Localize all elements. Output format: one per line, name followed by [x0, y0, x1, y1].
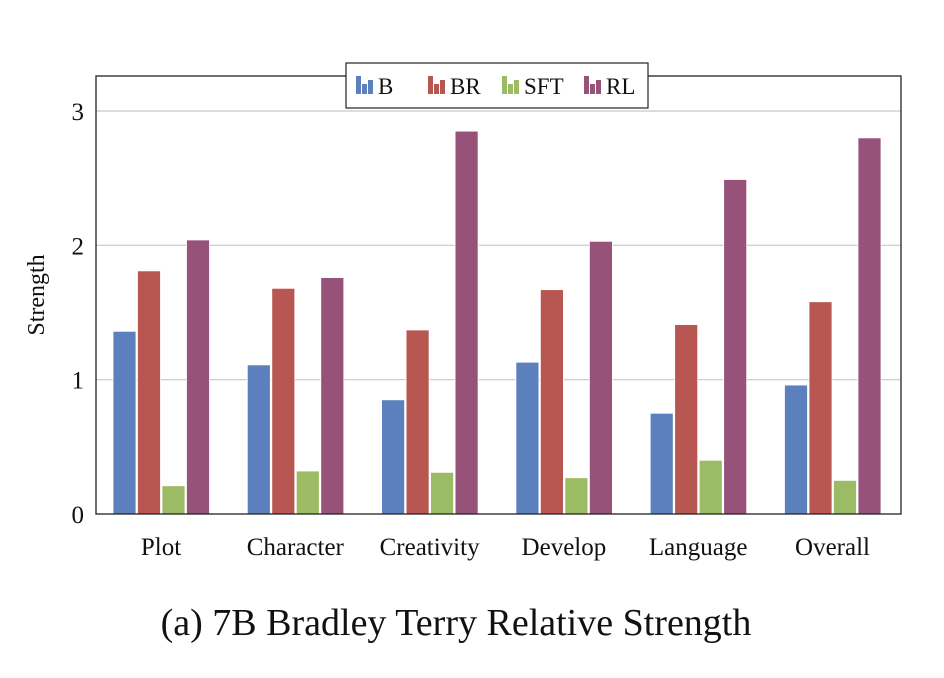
- plot-frame: [95, 75, 902, 515]
- y-axis-label: Strength: [24, 254, 50, 335]
- legend-label: RL: [606, 74, 635, 99]
- legend-swatch: [434, 84, 439, 94]
- y-tick-label: 1: [72, 368, 85, 395]
- x-tick-label: Character: [247, 534, 345, 561]
- legend-item-b: B: [356, 74, 393, 99]
- legend-label: SFT: [524, 74, 564, 99]
- bar-sft-creativity: [430, 471, 455, 515]
- bar-b-plot: [112, 330, 137, 515]
- legend-swatch: [596, 80, 601, 94]
- bar-rl-plot: [186, 239, 210, 515]
- bar-b-language: [649, 412, 674, 515]
- chart-caption: (a) 7B Bradley Terry Relative Strength: [161, 602, 752, 644]
- bar-b-character: [246, 364, 271, 515]
- x-tick-labels: Plot Character Creativity Develop Language Ov…: [141, 534, 870, 561]
- legend-label: B: [378, 74, 393, 99]
- bar-sft-language: [698, 459, 723, 515]
- legend-swatch: [514, 80, 519, 94]
- legend-label: BR: [450, 74, 481, 99]
- bar-br-language: [674, 324, 699, 515]
- legend-swatch: [356, 76, 361, 94]
- bar-rl-overall: [857, 137, 882, 515]
- bar-sft-plot: [161, 485, 186, 515]
- legend-items: B BR SFT RL: [356, 74, 635, 99]
- bar-br-overall: [808, 301, 833, 515]
- bar-br-plot: [137, 270, 161, 515]
- legend-item-rl: RL: [584, 74, 635, 99]
- bar-rl-develop: [589, 240, 613, 515]
- legend-swatch: [428, 76, 433, 94]
- legend-swatch: [590, 84, 595, 94]
- y-tick-labels: 0 1 2 3: [72, 99, 85, 529]
- bar-sft-character: [295, 470, 320, 515]
- legend: B BR SFT RL: [345, 62, 649, 109]
- legend-item-br: BR: [428, 74, 481, 99]
- legend-swatch: [440, 80, 445, 94]
- legend-swatch: [508, 84, 513, 94]
- legend-swatch: [368, 80, 373, 94]
- x-tick-label: Plot: [141, 534, 181, 561]
- bar-b-develop: [515, 361, 540, 515]
- legend-swatch: [362, 84, 367, 94]
- bar-sft-overall: [833, 480, 857, 515]
- y-tick-label: 0: [72, 502, 85, 529]
- bar-br-creativity: [405, 329, 430, 515]
- bar-br-develop: [540, 289, 564, 515]
- bar-sft-develop: [564, 477, 589, 515]
- x-tick-label: Develop: [522, 534, 607, 561]
- y-tick-label: 2: [72, 233, 85, 260]
- bar-rl-language: [723, 179, 748, 515]
- bars: [112, 130, 882, 515]
- bar-br-character: [271, 287, 296, 515]
- bar-b-overall: [784, 384, 808, 515]
- legend-swatch: [502, 76, 507, 94]
- bar-rl-creativity: [454, 130, 479, 515]
- bar-b-creativity: [381, 399, 406, 515]
- gridlines: [96, 110, 901, 381]
- x-tick-label: Overall: [795, 534, 870, 561]
- legend-item-sft: SFT: [502, 74, 564, 99]
- bar-rl-character: [320, 277, 345, 515]
- x-tick-label: Creativity: [380, 534, 480, 561]
- legend-swatch: [584, 76, 589, 94]
- x-tick-label: Language: [649, 534, 748, 561]
- y-tick-label: 3: [72, 99, 85, 126]
